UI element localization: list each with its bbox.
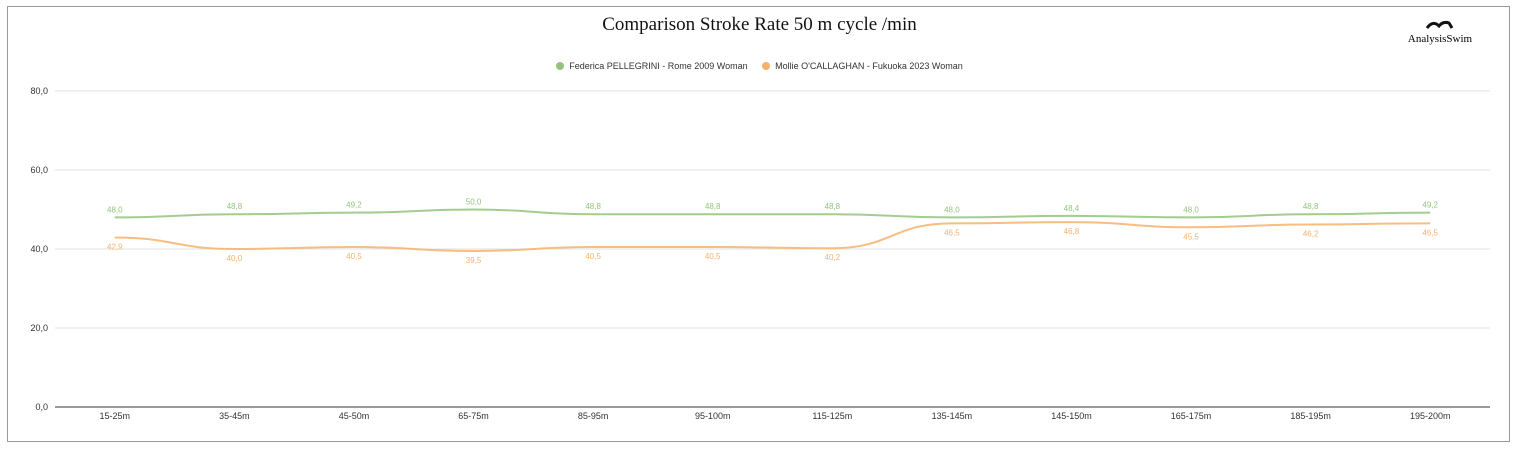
- legend-item-ocallaghan[interactable]: Mollie O'CALLAGHAN - Fukuoka 2023 Woman: [762, 61, 963, 71]
- x-tick-label: 165-175m: [1171, 411, 1212, 421]
- y-tick-label: 80,0: [30, 86, 48, 96]
- series-line-1: [114, 221, 1431, 252]
- data-label: 40,2: [825, 253, 841, 262]
- x-tick-label: 15-25m: [100, 411, 131, 421]
- data-label: 40,5: [585, 252, 601, 261]
- legend-dot: [556, 62, 565, 70]
- legend-item-pellegrini[interactable]: Federica PELLEGRINI - Rome 2009 Woman: [556, 61, 748, 71]
- x-tick-label: 185-195m: [1290, 411, 1331, 421]
- data-label: 39,5: [466, 256, 482, 265]
- data-label: 48,4: [1064, 204, 1080, 213]
- data-label: 50,0: [466, 198, 482, 207]
- data-label: 46,8: [1064, 227, 1080, 236]
- data-label: 48,0: [1183, 205, 1199, 214]
- data-label: 48,8: [1303, 202, 1319, 211]
- data-label: 48,8: [227, 202, 243, 211]
- legend-dot: [762, 62, 771, 70]
- data-label: 45,5: [1183, 232, 1199, 241]
- legend-label: Federica PELLEGRINI - Rome 2009 Woman: [569, 61, 748, 71]
- data-label: 48,0: [944, 205, 960, 214]
- y-tick-label: 40,0: [30, 244, 48, 254]
- data-label: 46,5: [1422, 228, 1438, 237]
- x-tick-label: 35-45m: [219, 411, 250, 421]
- x-tick-label: 145-150m: [1051, 411, 1092, 421]
- data-label: 48,8: [825, 202, 841, 211]
- legend-label: Mollie O'CALLAGHAN - Fukuoka 2023 Woman: [775, 61, 963, 71]
- swimmer-icon: [1425, 20, 1454, 29]
- legend: Federica PELLEGRINI - Rome 2009 Woman Mo…: [0, 61, 1519, 71]
- data-label: 40,5: [346, 252, 362, 261]
- data-label: 42,9: [107, 243, 123, 252]
- data-label: 48,8: [705, 202, 721, 211]
- data-label: 46,5: [944, 228, 960, 237]
- series-line-0: [114, 208, 1431, 219]
- x-tick-label: 195-200m: [1410, 411, 1451, 421]
- x-tick-label: 95-100m: [695, 411, 731, 421]
- data-label: 40,5: [705, 252, 721, 261]
- logo-text: AnalysisSwim: [1407, 33, 1473, 45]
- data-label: 48,8: [585, 202, 601, 211]
- y-tick-label: 0,0: [35, 402, 48, 412]
- logo: AnalysisSwim: [1400, 18, 1480, 45]
- x-tick-label: 65-75m: [458, 411, 489, 421]
- data-label: 48,0: [107, 205, 123, 214]
- chart-frame: [7, 6, 1510, 442]
- y-tick-label: 20,0: [30, 323, 48, 333]
- data-label: 49,2: [346, 201, 362, 210]
- data-label: 40,0: [227, 254, 243, 263]
- data-label: 49,2: [1422, 201, 1438, 210]
- y-tick-label: 60,0: [30, 165, 48, 175]
- x-tick-label: 135-145m: [932, 411, 973, 421]
- x-tick-label: 45-50m: [339, 411, 370, 421]
- x-tick-label: 85-95m: [578, 411, 609, 421]
- data-label: 46,2: [1303, 230, 1319, 239]
- chart-title: Comparison Stroke Rate 50 m cycle /min: [602, 14, 917, 35]
- x-tick-label: 115-125m: [812, 411, 852, 421]
